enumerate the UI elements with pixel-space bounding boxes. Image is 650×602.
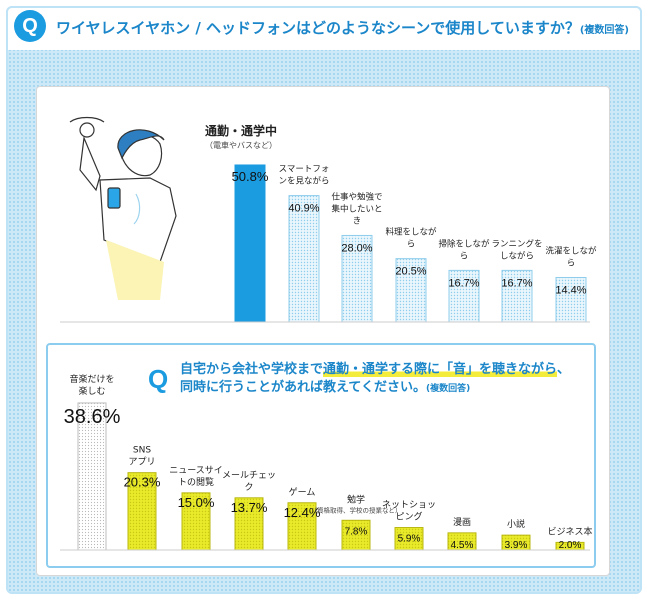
chart2-bar (287, 502, 317, 551)
chart2-value-label: 20.3% (124, 475, 161, 490)
chart2-value-label: 15.0% (178, 495, 215, 510)
chart2-category-label: アプリ (128, 457, 155, 468)
question2-line1-post: 、 (557, 362, 571, 377)
question2-line2: 同時に行うことがあれば教えてください。(複数回答) (180, 379, 570, 398)
chart1-value-label: 16.7% (501, 277, 532, 289)
chart2-value-label: 5.9% (398, 534, 421, 545)
raised-arm (79, 135, 101, 192)
chart1-bar (234, 164, 266, 323)
question2-line1: 自宅から会社や学校まで通勤・通学する際に「音」を聴きながら、 (180, 361, 570, 379)
chart1-value-label: 50.8% (232, 169, 269, 184)
chart2-category-label: ピング (395, 511, 422, 523)
chart2-value-label: 12.4% (284, 505, 321, 520)
chart2-category-label: ク (244, 482, 253, 493)
chart1-value-label: 14.4% (555, 284, 586, 296)
chart2-value-label: 13.7% (231, 500, 268, 515)
question-text: ワイヤレスイヤホン / ヘッドフォンはどのようなシーンで使用していますか？(複数… (56, 17, 629, 38)
question-text-main: ワイヤレスイヤホン / ヘッドフォンはどのようなシーンで使用していますか？ (56, 19, 580, 37)
chart2-category-label: ゲーム (289, 486, 316, 498)
chart2-category-note: （資格取得、学校の授業など） (311, 505, 402, 514)
question2-highlight-1: 通勤・通学する際に (323, 362, 441, 377)
chart2-category-label: ニュースサイ (169, 465, 223, 476)
chart1-bar (288, 195, 320, 323)
chart2-category-label: ビジネス本 (547, 525, 592, 537)
chart2-category-label: ネットショッ (382, 500, 436, 511)
question-badge: Q (14, 10, 46, 42)
chart2-category-label: 楽しむ (78, 385, 105, 397)
chart1-category-note: （電車やバスなど） (205, 140, 277, 150)
chart1-category-label: ら (567, 258, 576, 268)
chart1-category-label: しながら (500, 250, 534, 261)
chart1-category-label: ランニングを (491, 238, 542, 249)
chart1-category-label: 集中したいと (331, 203, 382, 214)
question2-highlight-2: 「音」を聴きながら (440, 362, 558, 377)
question2-text: 自宅から会社や学校まで通勤・通学する際に「音」を聴きながら、 同時に行うことがあ… (180, 361, 570, 398)
chart1-category-label: ンを見ながら (278, 176, 329, 187)
chart1-value-label: 16.7% (448, 277, 479, 289)
chart1-category-label: ら (407, 240, 416, 250)
hand-strap (69, 116, 105, 123)
chart2-value-label: 3.9% (505, 540, 528, 551)
chart2-category-label: 小説 (507, 518, 525, 530)
chart1-value-label: 40.9% (288, 203, 319, 215)
chart2-bar (127, 472, 157, 551)
chart1-category-label: スマートフォ (279, 165, 330, 175)
chart1-category-label: 掃除をしなが (438, 238, 490, 249)
chart1-bar (555, 276, 587, 323)
chart1-value-label: 28.0% (341, 242, 372, 254)
chart2-bar (341, 519, 371, 551)
chart2-category-label: トの閲覧 (178, 476, 214, 488)
chart2-value-label: 7.8% (345, 526, 368, 537)
chart2-category-label: 音楽だけを (69, 373, 114, 385)
chart1-bar (501, 269, 533, 323)
chart1-category-label: 料理をしなが (385, 227, 437, 238)
hair (117, 129, 165, 160)
chart2-value-label: 38.6% (64, 406, 121, 428)
pants (106, 240, 164, 300)
chart1-category-label: 通勤・通学中 (205, 123, 277, 138)
commuter-illustration (69, 116, 177, 300)
chart2-category-label: メールチェッ (222, 470, 276, 481)
question2-line2-text: 同時に行うことがあれば教えてください。 (180, 380, 426, 395)
chart1-category-label: 洗濯をしなが (545, 245, 597, 256)
strap-ring (79, 122, 95, 138)
chart2-bar (77, 402, 107, 551)
chart2-category-label: 勉学 (347, 493, 365, 505)
chart1-category-label: き (353, 216, 362, 226)
chart1-category-label: ら (460, 251, 469, 261)
smartphone (107, 187, 121, 209)
question-header (6, 6, 642, 50)
question2-line1-pre: 自宅から会社や学校まで (180, 362, 324, 377)
question-note: (複数回答) (579, 25, 629, 36)
chart2-value-label: 2.0% (559, 540, 582, 551)
question2-note: (複数回答) (425, 384, 471, 394)
chart2-category-label: SNS (133, 446, 151, 456)
chart2-value-label: 4.5% (451, 540, 474, 551)
chart1-value-label: 20.5% (395, 266, 426, 278)
strap-line (133, 193, 141, 225)
chart1-category-label: 仕事や勉強で (331, 191, 382, 202)
question2-badge: Q (148, 364, 169, 394)
chart1-bar (395, 258, 427, 323)
chart2-bar (181, 492, 211, 551)
chart2-category-label: 漫画 (453, 516, 471, 528)
